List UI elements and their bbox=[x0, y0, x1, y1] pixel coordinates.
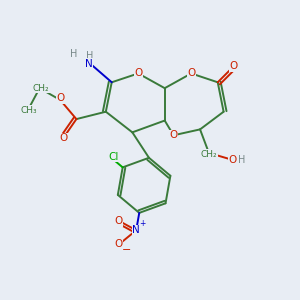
Text: O: O bbox=[187, 68, 195, 78]
Text: O: O bbox=[134, 68, 142, 78]
Text: +: + bbox=[140, 219, 146, 228]
Text: O: O bbox=[114, 238, 123, 248]
Text: O: O bbox=[56, 94, 64, 103]
Text: CH₃: CH₃ bbox=[21, 106, 38, 115]
Text: O: O bbox=[114, 216, 123, 226]
Text: N: N bbox=[85, 59, 93, 69]
Text: CH₂: CH₂ bbox=[201, 150, 217, 159]
Text: H: H bbox=[86, 51, 93, 61]
Text: CH₂: CH₂ bbox=[33, 84, 50, 93]
Text: N: N bbox=[132, 225, 140, 235]
Text: Cl: Cl bbox=[108, 152, 119, 162]
Text: O: O bbox=[169, 130, 178, 140]
Text: H: H bbox=[70, 49, 77, 59]
Text: O: O bbox=[59, 133, 67, 143]
Text: O: O bbox=[230, 61, 238, 71]
Text: H: H bbox=[238, 155, 246, 165]
Text: −: − bbox=[122, 245, 131, 255]
Text: O: O bbox=[228, 155, 237, 165]
